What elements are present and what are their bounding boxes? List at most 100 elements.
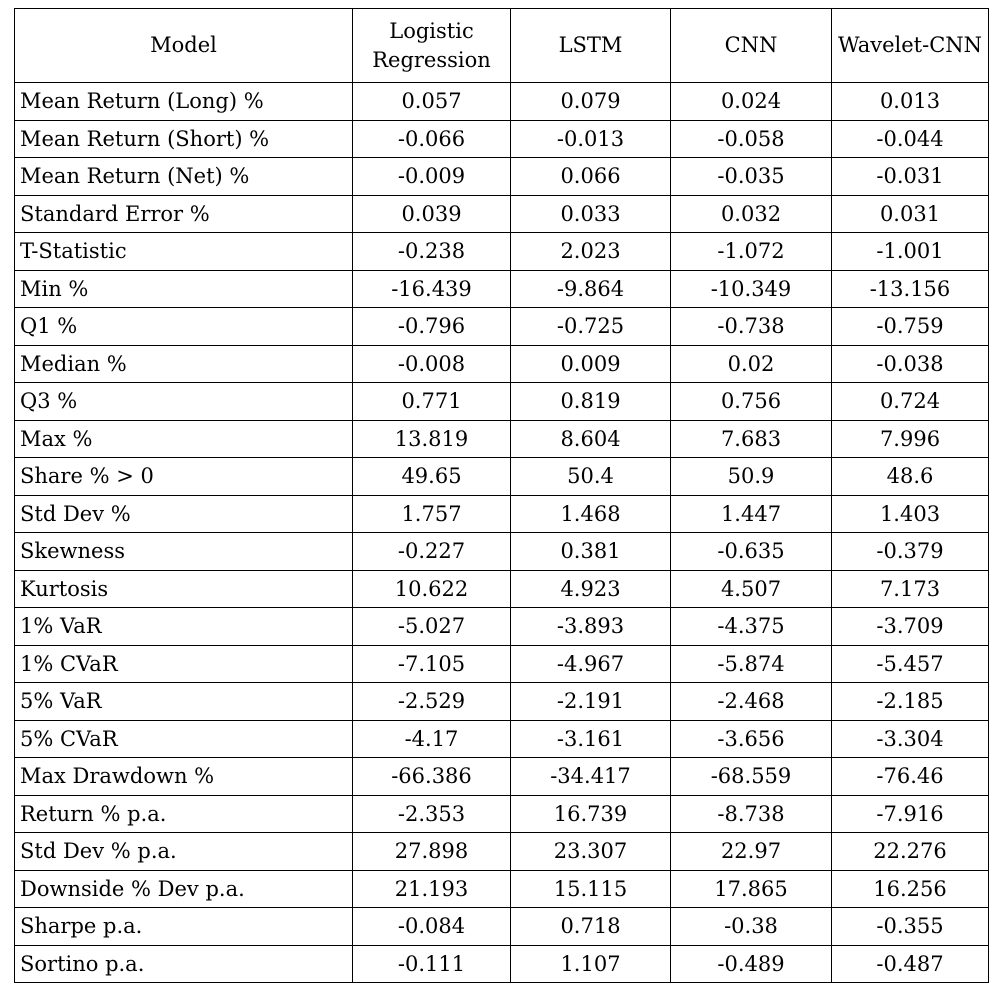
table-cell: 0.033 (510, 194, 671, 233)
header-model: Model (14, 8, 353, 83)
table-cell: 27.898 (352, 832, 511, 871)
table-cell: 23.307 (510, 832, 671, 871)
table-cell: 15.115 (510, 869, 671, 908)
table-cell: -66.386 (352, 757, 511, 796)
table-cell: 0.724 (831, 382, 989, 421)
row-label: 5% VaR (14, 682, 353, 721)
table-cell: -3.893 (510, 607, 671, 646)
table-row: Min % -16.439 -9.864 -10.349 -13.156 (14, 269, 989, 308)
table-cell: -4.967 (510, 644, 671, 683)
table-cell: -9.864 (510, 269, 671, 308)
table-cell: 4.923 (510, 569, 671, 608)
table-cell: -0.038 (831, 344, 989, 383)
table-cell: 13.819 (352, 419, 511, 458)
table-cell: -0.008 (352, 344, 511, 383)
table-cell: -2.185 (831, 682, 989, 721)
table-cell: -2.468 (670, 682, 832, 721)
table-cell: -0.738 (670, 307, 832, 346)
table-cell: -0.009 (352, 157, 511, 196)
table-cell: 0.771 (352, 382, 511, 421)
table-cell: 0.819 (510, 382, 671, 421)
table-cell: 22.97 (670, 832, 832, 871)
header-logistic-regression: Logistic Regression (352, 8, 511, 83)
table-cell: -2.529 (352, 682, 511, 721)
table-row: Mean Return (Net) % -0.009 0.066 -0.035 -0.0… (14, 157, 989, 196)
table-cell: 0.009 (510, 344, 671, 383)
row-label: Mean Return (Short) % (14, 119, 353, 158)
row-label: 1% CVaR (14, 644, 353, 683)
table-row: T-Statistic -0.238 2.023 -1.072 -1.001 (14, 232, 989, 271)
table-cell: 50.4 (510, 457, 671, 496)
row-label: Max % (14, 419, 353, 458)
table-cell: 0.032 (670, 194, 832, 233)
table-cell: -0.489 (670, 944, 832, 983)
table-cell: -13.156 (831, 269, 989, 308)
table-cell: 1.468 (510, 494, 671, 533)
table-cell: 49.65 (352, 457, 511, 496)
table-cell: -0.084 (352, 907, 511, 946)
table-cell: -0.013 (510, 119, 671, 158)
table-cell: -0.355 (831, 907, 989, 946)
table-cell: 0.02 (670, 344, 832, 383)
table-row: Mean Return (Long) % 0.057 0.079 0.024 0.013 (14, 82, 989, 121)
table-row: Std Dev % 1.757 1.468 1.447 1.403 (14, 494, 989, 533)
table-cell: -0.796 (352, 307, 511, 346)
row-label: 1% VaR (14, 607, 353, 646)
row-label: Std Dev % (14, 494, 353, 533)
row-label: Return % p.a. (14, 794, 353, 833)
table-cell: -0.379 (831, 532, 989, 571)
table-cell: 0.024 (670, 82, 832, 121)
table-cell: 7.683 (670, 419, 832, 458)
table-cell: 1.447 (670, 494, 832, 533)
table-cell: -5.874 (670, 644, 832, 683)
table-cell: 10.622 (352, 569, 511, 608)
table-cell: -3.161 (510, 719, 671, 758)
table-row: Mean Return (Short) % -0.066 -0.013 -0.058-… (14, 119, 989, 158)
table-cell: -5.027 (352, 607, 511, 646)
row-label: Min % (14, 269, 353, 308)
table-cell: -0.031 (831, 157, 989, 196)
table-row: Q1 % -0.796 -0.725 -0.738 -0.759 (14, 307, 989, 346)
table-cell: -4.17 (352, 719, 511, 758)
row-label: Downside % Dev p.a. (14, 869, 353, 908)
table-body: Mean Return (Long) % 0.057 0.079 0.024 0.013… (14, 82, 989, 983)
table-cell: -34.417 (510, 757, 671, 796)
row-label: Skewness (14, 532, 353, 571)
table-cell: -3.709 (831, 607, 989, 646)
table-cell: -0.635 (670, 532, 832, 571)
model-performance-table: Model Logistic Regression LSTM CNN Wavel… (14, 8, 989, 983)
table-cell: -7.105 (352, 644, 511, 683)
row-label: Kurtosis (14, 569, 353, 608)
table-cell: 0.381 (510, 532, 671, 571)
table-cell: -5.457 (831, 644, 989, 683)
table-cell: -10.349 (670, 269, 832, 308)
table-cell: -3.656 (670, 719, 832, 758)
row-label: Max Drawdown % (14, 757, 353, 796)
table-cell: 22.276 (831, 832, 989, 871)
row-label: Mean Return (Long) % (14, 82, 353, 121)
table-row: Kurtosis 10.622 4.923 4.507 7.173 (14, 569, 989, 608)
table-cell: -0.238 (352, 232, 511, 271)
table-cell: 0.039 (352, 194, 511, 233)
header-cnn: CNN (670, 8, 832, 83)
row-label: Standard Error % (14, 194, 353, 233)
row-label: Sharpe p.a. (14, 907, 353, 946)
table-row: Downside % Dev p.a. 21.193 15.115 17.865 16.… (14, 869, 989, 908)
table-cell: 0.057 (352, 82, 511, 121)
table-cell: -3.304 (831, 719, 989, 758)
header-lstm: LSTM (510, 8, 671, 83)
row-label: 5% CVaR (14, 719, 353, 758)
table-cell: 7.173 (831, 569, 989, 608)
header-row: Model Logistic Regression LSTM CNN Wavel… (14, 8, 989, 83)
table-cell: -0.066 (352, 119, 511, 158)
table-cell: 1.107 (510, 944, 671, 983)
table-cell: 1.757 (352, 494, 511, 533)
table-row: 1% CVaR -7.105 -4.967 -5.874 -5.457 (14, 644, 989, 683)
row-label: Share % > 0 (14, 457, 353, 496)
table-cell: -0.044 (831, 119, 989, 158)
table-cell: 0.756 (670, 382, 832, 421)
table-cell: 0.079 (510, 82, 671, 121)
table-row: Max Drawdown % -66.386 -34.417 -68.559 -76.4… (14, 757, 989, 796)
table-cell: -2.353 (352, 794, 511, 833)
row-label: Median % (14, 344, 353, 383)
